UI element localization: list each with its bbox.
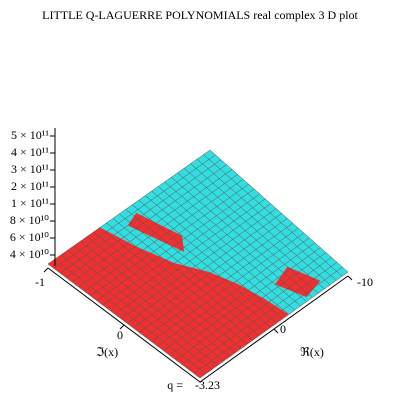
mesh-line (190, 163, 331, 285)
mesh-line (72, 169, 233, 283)
mesh-line (151, 232, 304, 342)
mesh-line (47, 263, 201, 379)
z-tick-label: 5 × 10¹¹ (11, 128, 49, 142)
mesh-line (108, 198, 266, 310)
mesh-line (163, 242, 316, 351)
mesh-line (181, 257, 332, 365)
parameter-value: -3.23 (195, 378, 220, 392)
x-tick (119, 324, 125, 330)
y-tick (273, 328, 279, 334)
mesh-line (80, 241, 230, 357)
z-tick-label: 6 × 10¹⁰ (10, 230, 49, 244)
mesh-line (164, 181, 307, 302)
mesh-line (119, 213, 266, 332)
mesh-line (112, 218, 260, 336)
mesh-line (78, 174, 238, 288)
mesh-line (193, 266, 343, 374)
mesh-line (151, 190, 295, 311)
mesh-line (170, 177, 313, 298)
surface-region (274, 266, 321, 298)
z-tick-label: 2 × 10¹¹ (11, 179, 49, 193)
x-tick (43, 267, 49, 273)
mesh-line (96, 188, 255, 301)
z-tick-label: 8 × 10¹⁰ (10, 213, 49, 227)
mesh-line (187, 262, 338, 370)
y-tick (347, 275, 353, 281)
mesh-line (120, 208, 277, 319)
mesh-line (66, 164, 227, 278)
mesh-line (47, 149, 211, 265)
mesh-line (138, 199, 284, 319)
mesh-line (145, 195, 289, 315)
mesh-line (86, 236, 236, 353)
y-tick-label: -10 (357, 275, 373, 289)
mesh-line (157, 186, 301, 307)
mesh-line (157, 237, 310, 347)
mesh-line (125, 209, 272, 328)
mesh-line (106, 222, 254, 341)
mesh-line (209, 149, 349, 273)
mesh-line (196, 158, 337, 281)
surface (47, 149, 349, 379)
mesh-line (84, 179, 244, 292)
mesh-line (132, 204, 278, 324)
z-tick-label: 3 × 10¹¹ (11, 162, 49, 176)
mesh-line (102, 193, 260, 306)
mesh-line (54, 259, 207, 374)
mesh-line (73, 245, 224, 362)
x-axis-label: ℑ(x) (96, 345, 118, 359)
mesh-line (60, 254, 212, 370)
z-tick-label: 4 × 10¹⁰ (10, 247, 49, 261)
mesh-line (183, 168, 325, 290)
mesh-line (126, 213, 282, 324)
chart-title: LITTLE Q-LAGUERRE POLYNOMIALS real compl… (42, 8, 358, 22)
mesh-line (67, 250, 218, 366)
mesh-line (90, 183, 249, 297)
z-tick-label: 1 × 10¹¹ (11, 196, 49, 210)
mesh-line (145, 227, 299, 338)
mesh-line (199, 271, 349, 379)
x-tick-label: -1 (35, 275, 45, 289)
mesh-line (53, 154, 216, 269)
mesh-line (114, 203, 271, 315)
mesh-line (177, 172, 319, 294)
mesh-line (139, 222, 293, 333)
mesh-line (99, 227, 248, 345)
x-tick-label: 0 (117, 328, 123, 342)
mesh-line (175, 252, 327, 360)
mesh-line (203, 154, 343, 277)
mesh-line (132, 218, 288, 329)
y-tick-label: 0 (280, 322, 286, 336)
z-tick-label: 4 × 10¹¹ (11, 145, 49, 159)
mesh-line (169, 247, 321, 356)
mesh-line (60, 159, 222, 274)
y-axis-label: ℜ(x) (300, 345, 324, 359)
mesh-line (93, 231, 242, 349)
parameter-label: q = (167, 378, 183, 392)
